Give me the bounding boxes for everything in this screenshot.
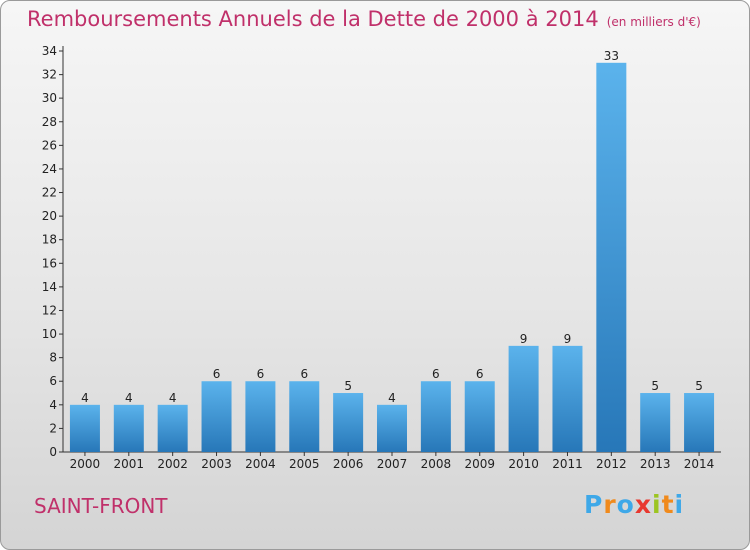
x-tick-label: 2001 (114, 457, 145, 471)
x-tick-label: 2009 (464, 457, 495, 471)
y-tick-label: 0 (49, 445, 57, 459)
bar-value-label: 4 (125, 391, 133, 405)
logo-letter: P (584, 490, 604, 519)
bar-value-label: 6 (432, 367, 440, 381)
logo-letter: t (661, 490, 675, 519)
x-tick-label: 2004 (245, 457, 276, 471)
bar-2007 (377, 404, 407, 452)
x-tick-label: 2014 (684, 457, 715, 471)
logo-letter: o (616, 490, 635, 519)
bar-value-label: 5 (695, 379, 703, 393)
x-tick-label: 2000 (70, 457, 101, 471)
y-tick-label: 10 (42, 327, 57, 341)
x-tick-label: 2012 (596, 457, 627, 471)
bar-value-label: 9 (564, 332, 572, 346)
bar-2003 (201, 381, 232, 452)
chart-title-text: Remboursements Annuels de la Dette de 20… (27, 7, 599, 31)
y-tick-label: 8 (49, 351, 57, 365)
y-tick-label: 16 (42, 256, 57, 270)
bar-value-label: 6 (213, 367, 221, 381)
bar-2014 (684, 393, 715, 452)
bar-2010 (508, 345, 539, 452)
x-tick-label: 2003 (201, 457, 232, 471)
y-tick-label: 14 (42, 280, 57, 294)
y-tick-label: 2 (49, 421, 57, 435)
x-tick-label: 2013 (640, 457, 671, 471)
y-tick-label: 20 (42, 209, 57, 223)
y-tick-label: 18 (42, 233, 57, 247)
logo-letter: x (634, 490, 652, 519)
bar-value-label: 4 (81, 391, 89, 405)
bar-2006 (333, 393, 364, 452)
bar-2002 (157, 404, 188, 452)
y-tick-label: 12 (42, 303, 57, 317)
bar-value-label: 9 (520, 332, 528, 346)
logo-letter: r (603, 490, 617, 519)
y-tick-label: 24 (42, 162, 57, 176)
x-tick-label: 2011 (552, 457, 583, 471)
y-tick-label: 4 (49, 398, 57, 412)
bar-value-label: 33 (604, 49, 619, 63)
y-tick-label: 30 (42, 91, 57, 105)
bar-value-label: 4 (388, 391, 396, 405)
x-tick-label: 2008 (421, 457, 452, 471)
bar-value-label: 6 (257, 367, 265, 381)
bar-2000 (69, 404, 100, 452)
y-tick-label: 22 (42, 186, 57, 200)
x-tick-label: 2002 (157, 457, 188, 471)
x-tick-label: 2007 (377, 457, 408, 471)
y-tick-label: 28 (42, 115, 57, 129)
y-tick-label: 6 (49, 374, 57, 388)
proxiti-logo: Proxiti (584, 490, 684, 519)
bar-2008 (420, 381, 451, 452)
x-tick-label: 2005 (289, 457, 320, 471)
y-tick-label: 26 (42, 138, 57, 152)
y-tick-label: 34 (42, 44, 57, 58)
bar-2001 (113, 404, 144, 452)
logo-letter: i (674, 490, 685, 519)
bar-value-label: 5 (651, 379, 659, 393)
bar-2009 (464, 381, 495, 452)
chart-title: Remboursements Annuels de la Dette de 20… (27, 7, 701, 31)
bar-value-label: 5 (344, 379, 352, 393)
bar-2004 (245, 381, 276, 452)
bar-2013 (640, 393, 671, 452)
bar-2005 (289, 381, 320, 452)
logo-letter: i (652, 490, 662, 519)
bar-2012 (596, 62, 627, 452)
bar-value-label: 6 (476, 367, 484, 381)
unit-note: (en milliers d'€) (606, 15, 701, 29)
bar-value-label: 4 (169, 391, 177, 405)
bar-2011 (552, 345, 583, 452)
x-tick-label: 2010 (508, 457, 539, 471)
y-tick-label: 32 (42, 68, 57, 82)
bar-value-label: 6 (300, 367, 308, 381)
x-tick-label: 2006 (333, 457, 364, 471)
commune-name: SAINT-FRONT (34, 494, 168, 518)
